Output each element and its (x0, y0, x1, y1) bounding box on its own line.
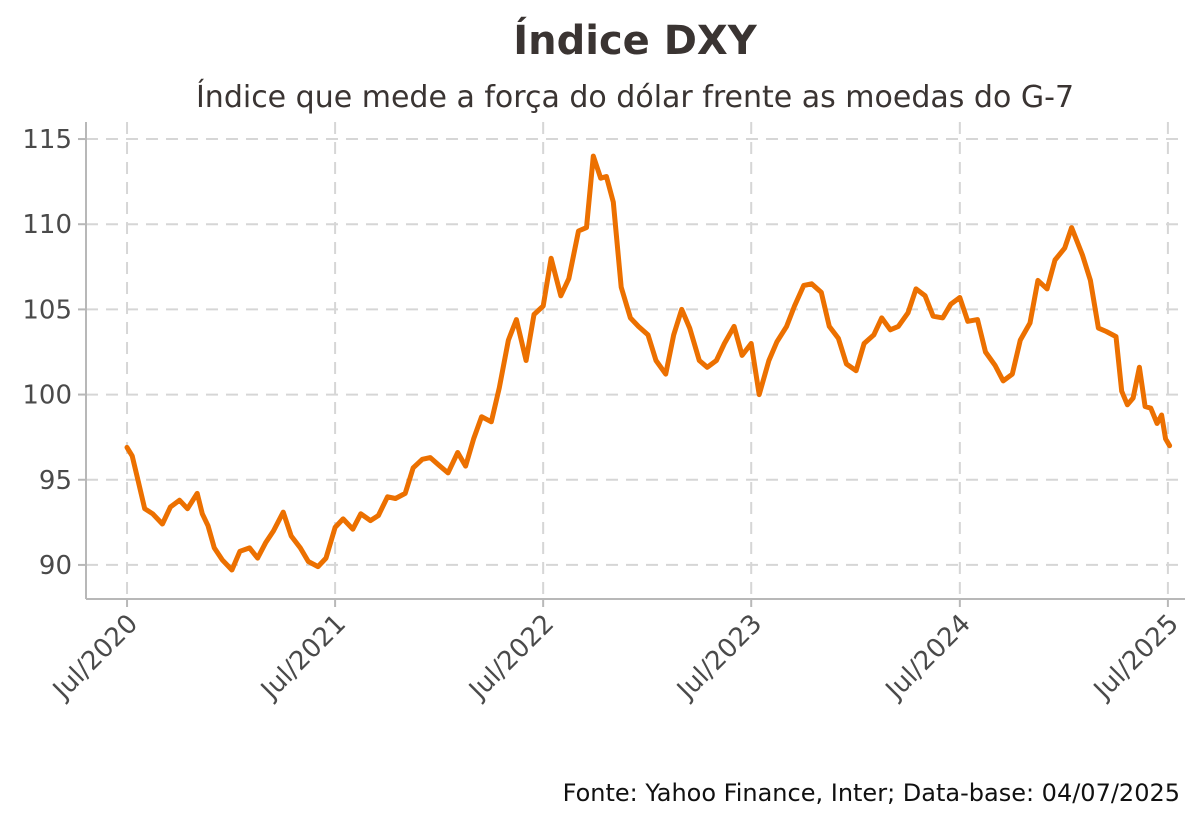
axes (78, 122, 1185, 607)
y-tick-label: 110 (22, 210, 72, 240)
series-layer (124, 153, 1173, 573)
chart-subtitle: Índice que mede a força do dólar frente … (196, 79, 1074, 115)
y-tick-label: 95 (39, 466, 72, 496)
chart-caption: Fonte: Yahoo Finance, Inter; Data-base: … (563, 779, 1180, 807)
x-tick-label: Jul/2025 (1087, 609, 1185, 707)
gridlines (86, 122, 1185, 599)
y-tick-label: 100 (22, 381, 72, 411)
y-tick-label: 105 (22, 295, 72, 325)
x-tick-label: Jul/2024 (879, 609, 977, 707)
dxy-series-line (124, 153, 1173, 573)
x-tick-label: Jul/2023 (670, 609, 768, 707)
y-tick-label: 115 (22, 125, 72, 155)
tick-labels: 90 95 100 105 110 115 Jul/2020 Jul/2021 Jul/2022… (22, 125, 1184, 707)
x-tick-label: Jul/2021 (254, 609, 352, 707)
x-tick-label: Jul/2020 (46, 609, 144, 707)
y-tick-label: 90 (39, 551, 72, 581)
x-tick-label: Jul/2022 (462, 609, 560, 707)
chart-title: Índice DXY (513, 16, 758, 64)
